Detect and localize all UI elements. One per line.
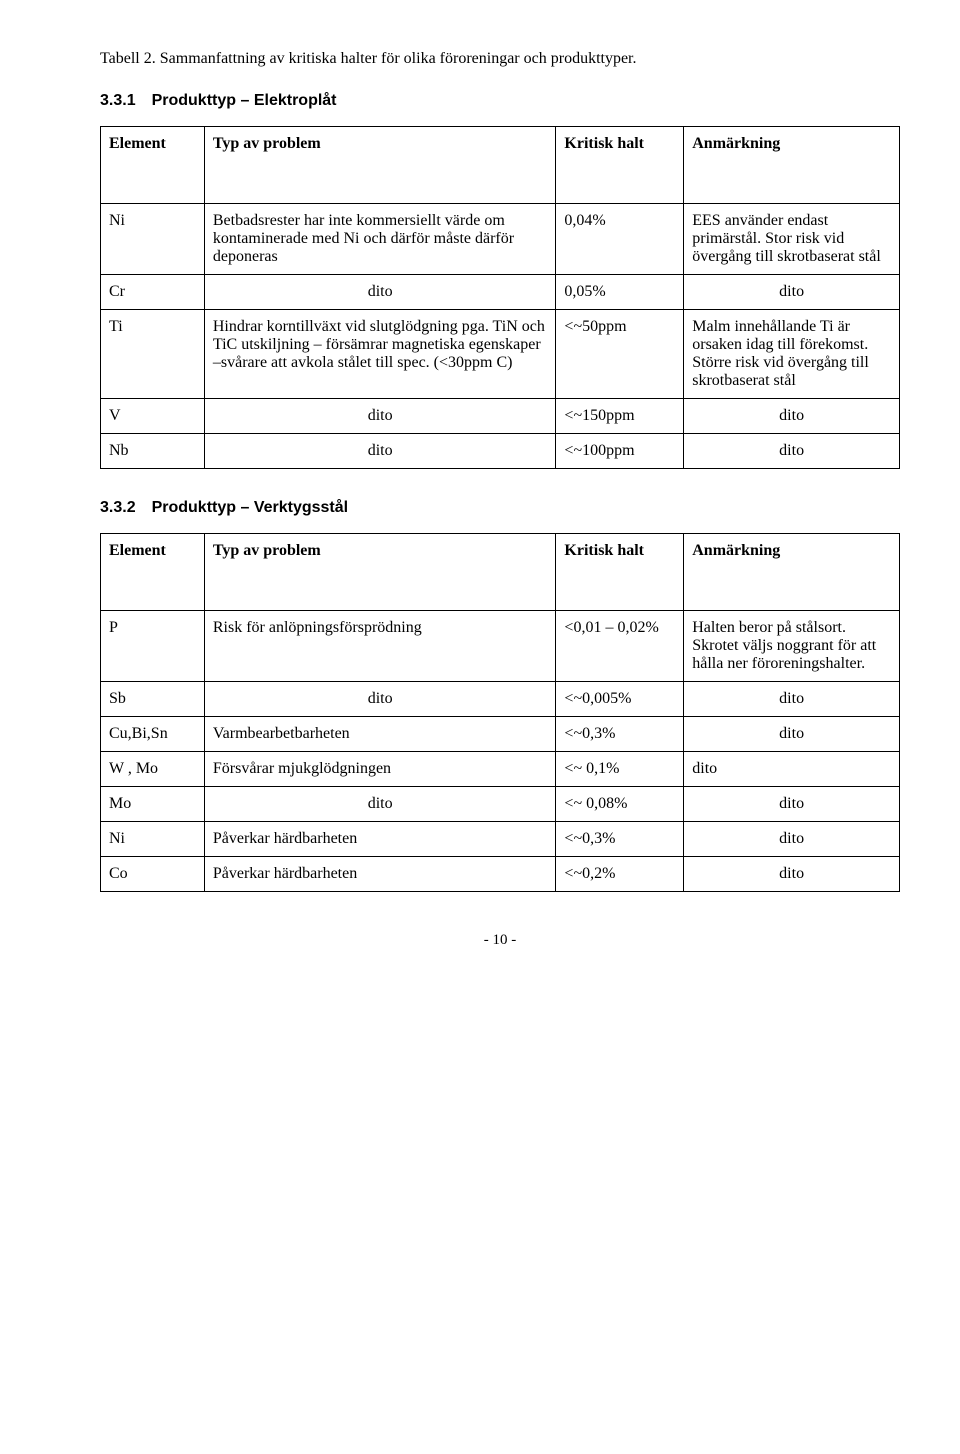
cell-halt: 0,04% <box>556 204 684 275</box>
cell-typ: Försvårar mjukglödgningen <box>204 752 556 787</box>
col-header-halt: Kritisk halt <box>556 127 684 204</box>
cell-anm: dito <box>684 275 900 310</box>
cell-typ: Påverkar härdbarheten <box>204 857 556 892</box>
cell-element: Co <box>101 857 205 892</box>
cell-element: Cr <box>101 275 205 310</box>
cell-anm: dito <box>684 787 900 822</box>
cell-halt: <~0,3% <box>556 822 684 857</box>
col-header-anm: Anmärkning <box>684 534 900 611</box>
table-verktygsstal: Element Typ av problem Kritisk halt Anmä… <box>100 533 900 892</box>
cell-anm: Halten beror på stålsort. Skrotet väljs … <box>684 611 900 682</box>
table-row: NiPåverkar härdbarheten<~0,3%dito <box>101 822 900 857</box>
cell-element: P <box>101 611 205 682</box>
cell-element: Ti <box>101 310 205 399</box>
table-row: Modito<~ 0,08%dito <box>101 787 900 822</box>
table-caption: Tabell 2. Sammanfattning av kritiska hal… <box>100 50 900 68</box>
cell-anm: dito <box>684 752 900 787</box>
cell-element: Mo <box>101 787 205 822</box>
table-elektroplat: Element Typ av problem Kritisk halt Anmä… <box>100 126 900 469</box>
cell-anm: dito <box>684 399 900 434</box>
cell-anm: dito <box>684 822 900 857</box>
table-row: Nbdito<~100ppmdito <box>101 434 900 469</box>
section-heading-1: 3.3.1 Produkttyp – Elektroplåt <box>100 92 900 110</box>
cell-element: W , Mo <box>101 752 205 787</box>
cell-halt: <~ 0,08% <box>556 787 684 822</box>
table-header-row: Element Typ av problem Kritisk halt Anmä… <box>101 127 900 204</box>
section-heading-2: 3.3.2 Produkttyp – Verktygsstål <box>100 499 900 517</box>
cell-typ: dito <box>204 787 556 822</box>
cell-anm: Malm innehållande Ti är orsaken idag til… <box>684 310 900 399</box>
cell-typ: dito <box>204 682 556 717</box>
cell-anm: dito <box>684 717 900 752</box>
cell-anm: dito <box>684 682 900 717</box>
cell-halt: <~150ppm <box>556 399 684 434</box>
cell-halt: <~0,2% <box>556 857 684 892</box>
cell-typ: Påverkar härdbarheten <box>204 822 556 857</box>
cell-element: V <box>101 399 205 434</box>
cell-halt: <~50ppm <box>556 310 684 399</box>
cell-anm: dito <box>684 857 900 892</box>
table-row: W , MoFörsvårar mjukglödgningen<~ 0,1%di… <box>101 752 900 787</box>
cell-halt: <~ 0,1% <box>556 752 684 787</box>
cell-typ: Betbadsrester har inte kommersiellt värd… <box>204 204 556 275</box>
cell-element: Ni <box>101 822 205 857</box>
cell-halt: <~0,3% <box>556 717 684 752</box>
page-number: - 10 - <box>100 932 900 949</box>
table-header-row: Element Typ av problem Kritisk halt Anmä… <box>101 534 900 611</box>
table-row: CoPåverkar härdbarheten<~0,2%dito <box>101 857 900 892</box>
col-header-typ: Typ av problem <box>204 534 556 611</box>
cell-element: Cu,Bi,Sn <box>101 717 205 752</box>
table-row: PRisk för anlöpningsförsprödning<0,01 – … <box>101 611 900 682</box>
cell-typ: dito <box>204 399 556 434</box>
cell-element: Nb <box>101 434 205 469</box>
table-row: Sbdito<~0,005%dito <box>101 682 900 717</box>
cell-anm: EES använder endast primärstål. Stor ris… <box>684 204 900 275</box>
cell-halt: <~0,005% <box>556 682 684 717</box>
cell-halt: <0,01 – 0,02% <box>556 611 684 682</box>
table-row: TiHindrar korntillväxt vid slutglödgning… <box>101 310 900 399</box>
cell-typ: Varmbearbetbarheten <box>204 717 556 752</box>
cell-typ: Risk för anlöpningsförsprödning <box>204 611 556 682</box>
cell-halt: 0,05% <box>556 275 684 310</box>
col-header-typ: Typ av problem <box>204 127 556 204</box>
cell-halt: <~100ppm <box>556 434 684 469</box>
cell-anm: dito <box>684 434 900 469</box>
table-row: Cu,Bi,SnVarmbearbetbarheten<~0,3%dito <box>101 717 900 752</box>
table-row: NiBetbadsrester har inte kommersiellt vä… <box>101 204 900 275</box>
table-row: Vdito<~150ppmdito <box>101 399 900 434</box>
cell-element: Ni <box>101 204 205 275</box>
col-header-element: Element <box>101 127 205 204</box>
cell-element: Sb <box>101 682 205 717</box>
cell-typ: dito <box>204 434 556 469</box>
cell-typ: dito <box>204 275 556 310</box>
col-header-halt: Kritisk halt <box>556 534 684 611</box>
col-header-element: Element <box>101 534 205 611</box>
col-header-anm: Anmärkning <box>684 127 900 204</box>
table-row: Crdito0,05%dito <box>101 275 900 310</box>
cell-typ: Hindrar korntillväxt vid slutglödgning p… <box>204 310 556 399</box>
